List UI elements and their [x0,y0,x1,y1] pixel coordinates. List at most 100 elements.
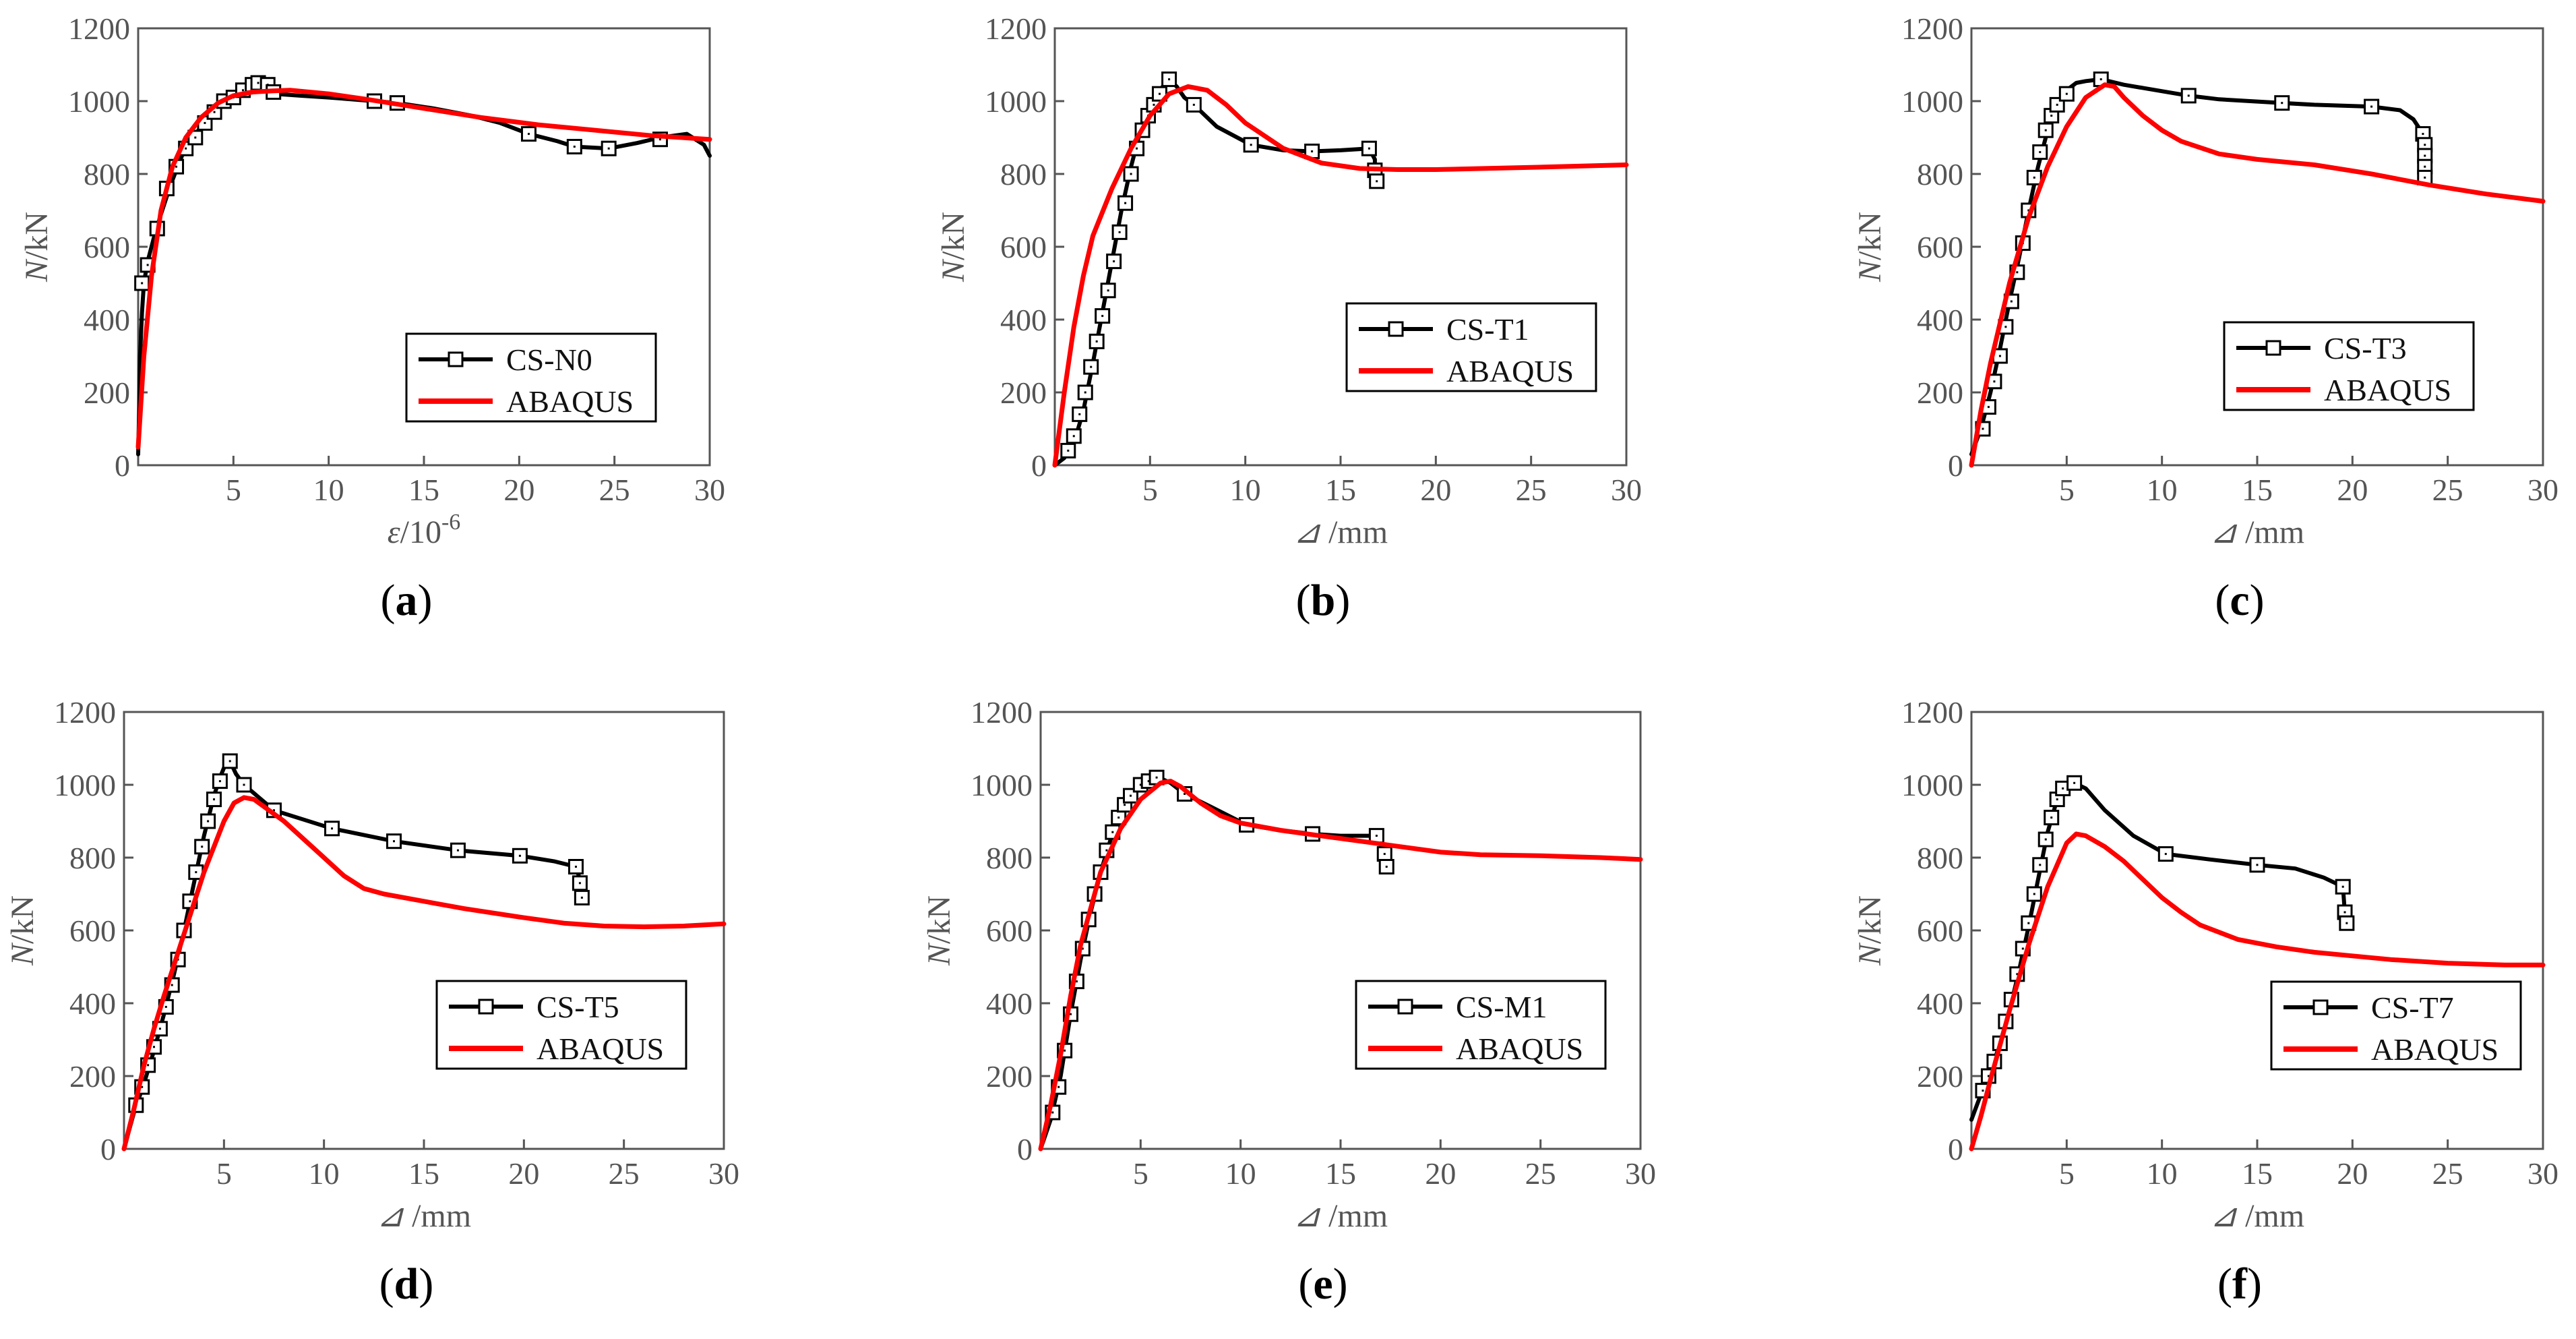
y-tick-label: 200 [69,1059,116,1094]
data-point-marker-dot [2343,911,2346,914]
y-tick-label: 200 [1000,376,1047,410]
data-point-marker-dot [1136,147,1138,150]
data-point-marker-dot [1057,1085,1060,1088]
y-axis-label-symbol: N [921,942,957,966]
data-point-marker-dot [213,798,215,801]
data-point-marker-dot [207,820,210,823]
y-axis-label-symbol: N [1852,942,1888,966]
y-tick-label: 200 [986,1059,1033,1094]
x-tick-label: 10 [1230,473,1261,507]
chart-panel-c: 0 200 400 600 800 1000 1200 5 10 15 20 25 30 N/kN ⊿ /m… [1852,11,2558,625]
panel-label-open-paren: ( [1298,1259,1313,1309]
y-tick-label: 1200 [68,11,130,46]
legend-marker [2312,999,2329,1015]
x-tick-label: 25 [599,473,630,507]
x-tick-label: 15 [2242,473,2273,507]
x-axis-label-unit: /mm [1320,514,1388,550]
data-point-marker-dot [158,1028,161,1030]
data-point-marker-dot [2370,105,2373,108]
series-line-abaqus [1969,82,2546,468]
data-point-marker-dot [2044,129,2047,131]
data-point-marker-dot [195,871,197,874]
y-axis-label-unit: /kN [936,212,971,260]
data-point-marker-dot [1113,260,1115,263]
data-point-marker-dot [147,1064,150,1067]
y-tick-label: 1000 [985,84,1047,119]
x-tick-label: 20 [2337,473,2368,507]
data-point-marker-dot [1383,853,1386,856]
data-point-marker-dot [2424,165,2426,168]
data-point-marker-dot [2164,853,2167,856]
data-point-marker-dot [2424,176,2426,179]
series-line-cs-t5 [122,758,584,1151]
legend-marker [448,351,464,367]
data-point-marker-dot [1168,78,1171,81]
y-tick-label: 0 [1031,448,1047,483]
legend: CS-N0 ABAQUS [405,332,657,423]
y-tick-label: 600 [84,230,130,264]
legend-label: CS-M1 [1456,990,1547,1024]
legend: CS-T7 ABAQUS [2270,980,2522,1071]
x-tick-label: 5 [226,473,241,507]
data-point-marker-dot [2044,838,2047,841]
data-point-marker-dot [1064,1049,1066,1052]
x-axis-label-symbol: ⊿ [1293,1198,1321,1234]
x-axis-label-exponent: -6 [441,510,460,535]
data-point-marker-dot [1084,391,1086,394]
x-axis-label-unit: /mm [404,1198,471,1234]
x-tick-label: 20 [503,473,534,507]
series-line-cs-m1 [1039,776,1389,1151]
panel-label-letter: f [2232,1259,2248,1309]
y-axis-label: N/kN [5,895,40,966]
x-tick-label: 20 [1425,1156,1456,1191]
data-point-marker-dot [141,282,144,285]
y-tick-label: 400 [1000,303,1047,337]
y-tick-label: 600 [1000,230,1047,264]
y-tick-label: 600 [986,914,1033,948]
data-point-marker-dot [527,133,530,136]
x-tick-label: 25 [2432,473,2463,507]
x-tick-label: 10 [1225,1156,1256,1191]
x-tick-label: 25 [1516,473,1547,507]
legend-box [1355,980,1607,1070]
legend-marker [1388,321,1404,337]
data-point-marker-dot [1376,180,1378,183]
x-axis-label-symbol: ⊿ [1293,514,1321,550]
x-axis-label: ⊿ /mm [1293,514,1388,550]
y-axis-label-unit: /kN [5,895,40,944]
data-point-marker-dot [228,760,231,763]
y-tick-label: 0 [1017,1132,1033,1166]
legend-label: ABAQUS [506,384,634,419]
data-point-marker-dot [1993,380,1996,383]
data-point-marker-dot [2010,300,2013,303]
chart-panel-a: 0 200 400 600 800 1000 1200 5 10 15 20 25 30 N/kN ε/10… [19,11,725,625]
data-point-marker-dot [2039,151,2042,154]
data-point-marker-dot [2016,271,2019,274]
x-tick-label: 15 [2242,1156,2273,1191]
chart-panel-b: 0 200 400 600 800 1000 1200 5 10 15 20 25 30 N/kN ⊿ /m… [936,11,1642,625]
data-point-marker-dot [141,1085,144,1088]
series-line-abaqus [121,795,727,1152]
x-tick-label: 15 [1325,473,1356,507]
data-point-marker-dot [204,121,206,124]
y-tick-label: 600 [1917,230,1963,264]
y-axis-label-unit: /kN [1852,895,1888,944]
data-point-marker-dot [1118,231,1121,233]
panel-label-open-paren: ( [2217,1259,2232,1309]
x-tick-label: 30 [694,473,725,507]
data-point-marker-dot [1158,92,1161,95]
data-point-marker-dot [2050,816,2053,819]
legend-box [2270,980,2522,1071]
panel-label-letter: e [1313,1259,1332,1309]
data-point-marker-dot [1081,947,1084,950]
x-axis-label: ⊿ /mm [2210,1198,2304,1234]
data-point-marker-dot [194,136,197,139]
data-point-marker-dot [2004,326,2007,328]
x-tick-label: 10 [2147,1156,2178,1191]
y-tick-label: 1200 [54,695,116,730]
panel-label: (b) [1296,576,1351,625]
legend-label: ABAQUS [2324,373,2451,407]
legend-box [2223,321,2475,411]
panel-label: (e) [1298,1259,1347,1309]
plot-frame [1053,27,1628,467]
